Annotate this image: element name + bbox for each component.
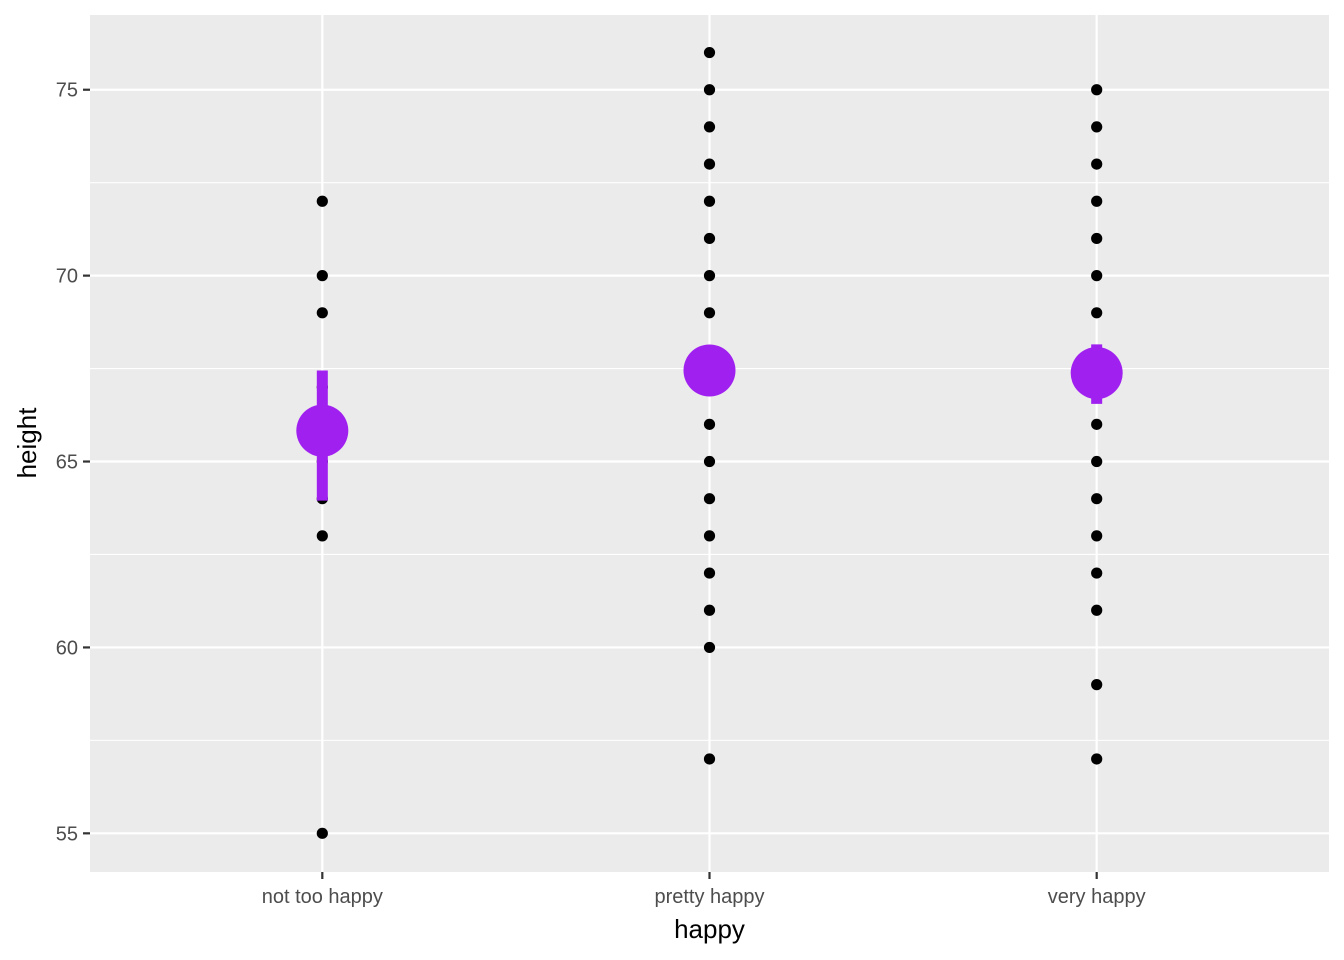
data-point [703, 121, 716, 133]
data-point [1091, 195, 1103, 207]
data-point [1091, 604, 1103, 616]
data-point [1091, 84, 1103, 96]
y-tick-label: 70 [56, 266, 78, 288]
data-point [703, 753, 716, 765]
x-tick-label: not too happy [262, 886, 383, 908]
data-point [316, 195, 328, 207]
data-point [1091, 530, 1103, 542]
data-point [1091, 121, 1103, 133]
data-point [703, 307, 716, 319]
data-point [1091, 307, 1103, 319]
data-point [703, 270, 716, 282]
data-point [1091, 232, 1103, 245]
data-point [1091, 270, 1103, 282]
mean-point [1070, 347, 1123, 400]
data-point [703, 604, 716, 616]
x-tick-label: pretty happy [654, 886, 764, 908]
y-axis: 55 60 65 70 75 [56, 80, 90, 845]
data-point [703, 641, 716, 654]
y-tick-label: 60 [56, 637, 78, 659]
data-point [703, 195, 716, 207]
data-point [1091, 753, 1103, 765]
data-point [703, 455, 716, 468]
data-point [1091, 455, 1103, 468]
data-point [703, 158, 716, 170]
data-point [703, 232, 716, 245]
data-point [316, 307, 328, 319]
y-tick-label: 75 [56, 80, 78, 102]
data-point [1091, 493, 1103, 505]
data-point [703, 567, 716, 579]
y-tick-label: 65 [56, 452, 78, 474]
data-point [316, 827, 328, 839]
x-tick-label: very happy [1048, 886, 1146, 908]
mean-point [296, 404, 349, 457]
y-tick-label: 55 [56, 823, 78, 845]
data-point [703, 493, 716, 505]
data-point [316, 270, 328, 282]
data-point [703, 418, 716, 430]
data-point [703, 46, 716, 59]
summary-layer [296, 344, 1123, 501]
x-axis: not too happy pretty happy very happy [262, 872, 1146, 908]
mean-point [683, 344, 736, 397]
data-point [703, 530, 716, 542]
data-point [1091, 567, 1103, 579]
x-axis-title: happy [674, 914, 745, 944]
data-point [1091, 679, 1103, 691]
y-axis-title: height [12, 407, 42, 479]
data-point [316, 530, 328, 542]
data-point [1091, 418, 1103, 430]
data-point [703, 84, 716, 96]
data-point [1091, 158, 1103, 170]
